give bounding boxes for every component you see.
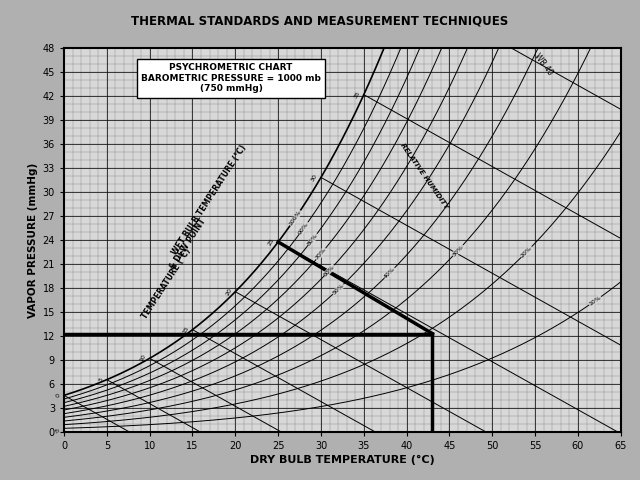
- Text: 10%: 10%: [588, 295, 602, 307]
- Text: 100%: 100%: [288, 209, 302, 227]
- Text: 40%: 40%: [383, 266, 396, 280]
- Text: 0: 0: [55, 393, 61, 398]
- Text: -5: -5: [54, 427, 61, 434]
- Text: WET BULB TEMPERATURE (°C): WET BULB TEMPERATURE (°C): [171, 144, 248, 257]
- Text: 25: 25: [268, 237, 276, 247]
- Text: 5: 5: [98, 377, 104, 383]
- Text: 30: 30: [310, 173, 319, 182]
- Text: THERMAL STANDARDS AND MEASUREMENT TECHNIQUES: THERMAL STANDARDS AND MEASUREMENT TECHNI…: [131, 14, 509, 27]
- Text: 20: 20: [225, 287, 233, 296]
- Text: WB 40: WB 40: [532, 52, 555, 77]
- X-axis label: DRY BULB TEMPERATURE (°C): DRY BULB TEMPERATURE (°C): [250, 455, 435, 465]
- Text: 50%: 50%: [332, 283, 345, 296]
- Text: PSYCHROMETRIC CHART
BAROMETRIC PRESSURE = 1000 mb
(750 mmHg): PSYCHROMETRIC CHART BAROMETRIC PRESSURE …: [141, 63, 321, 93]
- Text: 20%: 20%: [520, 245, 533, 259]
- Text: RELATIVE HUMIDITY: RELATIVE HUMIDITY: [399, 142, 449, 210]
- Text: TEMPERATURE (°C): TEMPERATURE (°C): [141, 247, 193, 321]
- Text: 60%: 60%: [323, 264, 336, 277]
- Y-axis label: VAPOR PRESSURE (mmHg): VAPOR PRESSURE (mmHg): [28, 162, 38, 318]
- Text: 70%: 70%: [315, 247, 327, 261]
- Text: 30%: 30%: [451, 244, 465, 257]
- Text: & DEW POINT: & DEW POINT: [168, 217, 208, 271]
- Text: 80%: 80%: [307, 232, 319, 247]
- Text: 90%: 90%: [298, 221, 310, 235]
- Text: 35: 35: [353, 90, 361, 99]
- Text: 15: 15: [182, 325, 190, 334]
- Text: 10: 10: [139, 354, 147, 363]
